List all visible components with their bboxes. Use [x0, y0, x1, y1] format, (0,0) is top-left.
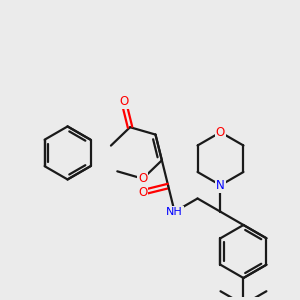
Text: O: O [138, 172, 147, 185]
Text: N: N [216, 179, 225, 192]
Text: O: O [216, 126, 225, 139]
Text: O: O [119, 95, 128, 108]
Text: NH: NH [166, 207, 183, 217]
Text: O: O [138, 186, 147, 199]
